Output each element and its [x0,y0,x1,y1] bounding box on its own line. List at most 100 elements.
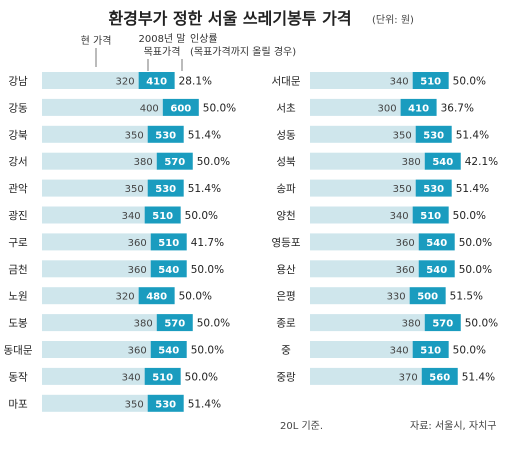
increase-rate-label: 50.0% [185,210,218,222]
current-price-bar [42,260,151,278]
district-label: 강남 [8,76,28,88]
district-label: 중랑 [276,371,296,383]
target-price-bar [418,233,455,251]
district-label: 서초 [276,102,296,114]
current-price-label: 380 [402,157,421,168]
current-price-label: 330 [387,292,406,303]
target-price-label: 510 [152,372,173,383]
current-price-label: 360 [128,265,147,276]
target-price-label: 570 [432,319,453,330]
current-price-label: 370 [399,372,418,383]
target-price-label: 530 [155,399,176,410]
increase-rate-label: 51.5% [450,291,483,303]
district-label: 성북 [276,156,296,168]
target-price-bar [415,125,452,143]
target-price-label: 540 [426,265,447,276]
increase-rate-label: 51.4% [188,398,221,410]
current-price-bar [42,287,139,305]
district-label: 강동 [8,102,28,114]
target-price-bar [412,72,449,89]
district-label: 강북 [8,129,28,141]
current-price-label: 380 [402,319,421,330]
increase-rate-label: 50.0% [453,210,486,222]
current-price-label: 340 [390,77,409,88]
district-label: 서대문 [272,76,301,88]
current-price-bar [42,179,148,197]
current-price-bar [310,125,416,143]
district-label: 용산 [276,264,296,276]
target-price-label: 500 [417,292,438,303]
district-label: 마포 [8,398,28,410]
target-price-label: 540 [426,238,447,249]
increase-rate-label: 50.0% [203,102,236,114]
increase-rate-label: 51.4% [456,183,489,195]
district-label: 성동 [276,129,296,141]
current-price-bar [42,72,139,89]
target-price-label: 410 [408,103,429,114]
target-price-bar [418,260,455,278]
increase-rate-label: 51.4% [188,129,221,141]
district-label: 은평 [276,291,295,303]
current-price-bar [310,287,410,305]
district-label: 동작 [8,371,28,383]
target-price-label: 570 [164,319,185,330]
target-price-bar [147,125,184,143]
current-price-bar [42,98,163,116]
target-price-bar [424,152,461,170]
current-price-bar [310,72,413,89]
legend-target-label-line1: 2008년 말 [138,33,185,45]
current-price-label: 340 [122,372,141,383]
target-price-label: 540 [158,346,179,357]
target-price-label: 540 [432,157,453,168]
district-label: 동대문 [4,345,33,357]
current-price-bar [310,367,422,385]
current-price-bar [42,367,145,385]
legend-increase-label-line2: (목표가격까지 올릴 경우) [190,45,296,58]
current-price-bar [42,125,148,143]
current-price-label: 340 [390,346,409,357]
district-label: 광진 [8,210,27,222]
legend-current-label: 현 가격 [81,34,112,47]
legend-increase-label-line1: 인상률 [190,33,218,45]
district-label: 송파 [276,183,296,195]
target-price-bar [424,314,461,332]
target-price-bar [409,287,446,305]
target-price-bar [400,98,437,116]
increase-rate-label: 51.4% [188,183,221,195]
target-price-label: 530 [155,184,176,195]
increase-rate-label: 28.1% [179,76,212,88]
increase-rate-label: 50.0% [191,345,224,357]
bar-rows: 강남 320 410 28.1% 강동 400 600 50.0% 강북 350 530 51.4% 강… [4,72,498,412]
target-price-bar [138,72,175,89]
increase-rate-label: 36.7% [441,102,474,114]
increase-rate-label: 42.1% [465,156,498,168]
increase-rate-label: 50.0% [453,345,486,357]
current-price-bar [310,206,413,224]
increase-rate-label: 50.0% [179,291,212,303]
district-label: 관악 [8,183,28,195]
target-price-bar [147,179,184,197]
target-price-label: 510 [420,346,441,357]
target-price-label: 600 [170,103,191,114]
increase-rate-label: 50.0% [197,156,230,168]
current-price-label: 360 [396,265,415,276]
increase-rate-label: 50.0% [459,237,492,249]
increase-rate-label: 51.4% [456,129,489,141]
increase-rate-label: 50.0% [459,264,492,276]
target-price-bar [156,314,193,332]
current-price-label: 350 [393,184,412,195]
target-price-label: 410 [146,77,167,88]
current-price-label: 380 [134,319,153,330]
district-label: 중 [281,345,291,357]
current-price-label: 360 [128,346,147,357]
current-price-bar [42,152,157,170]
source-note: 자료: 서울시, 자치구 [410,420,497,432]
target-price-bar [156,152,193,170]
current-price-bar [42,206,145,224]
current-price-label: 350 [125,130,144,141]
district-label: 종로 [276,318,296,330]
current-price-label: 320 [116,77,135,88]
current-price-label: 350 [125,399,144,410]
increase-rate-label: 50.0% [453,76,486,88]
